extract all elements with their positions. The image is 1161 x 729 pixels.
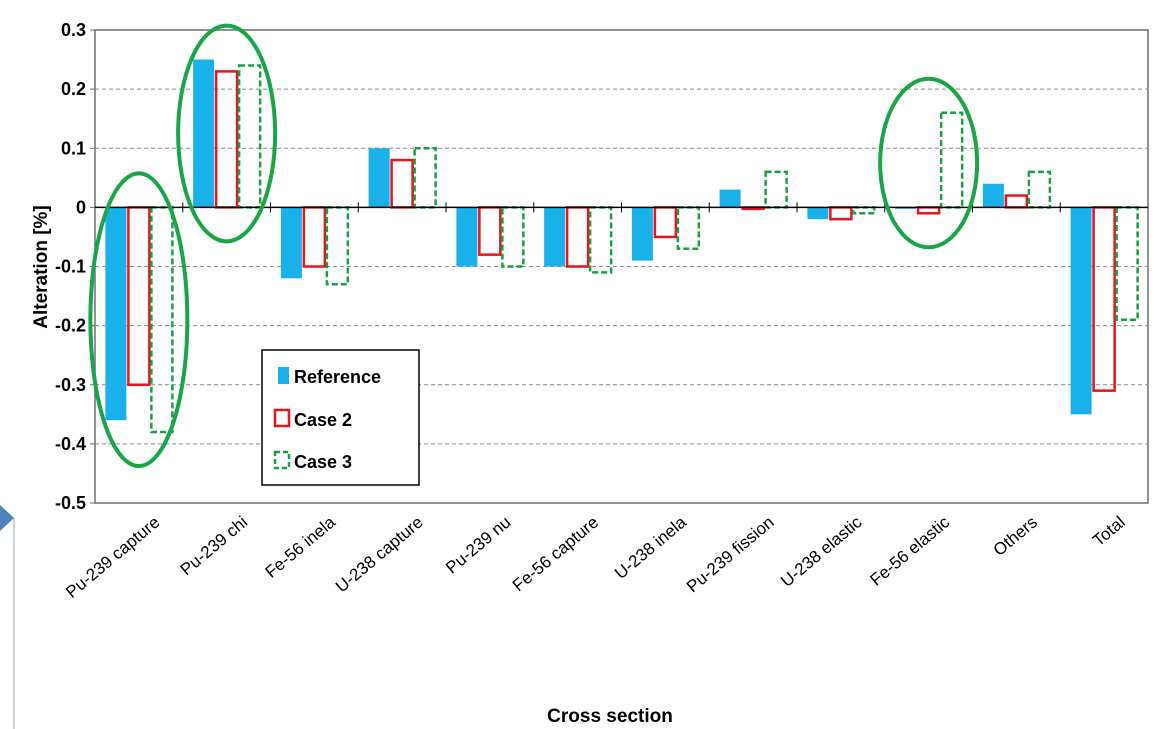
x-tick-label: Pu-239 nu <box>442 513 514 578</box>
bar-reference <box>456 207 478 267</box>
y-axis-title: Alteration [%] <box>31 205 52 329</box>
x-tick-label: Pu-239 fission <box>683 513 778 597</box>
legend-swatch-case-3 <box>273 450 291 470</box>
x-tick-label: Total <box>1089 513 1129 551</box>
bar-reference <box>631 207 653 261</box>
y-tick-label: -0.3 <box>55 375 86 395</box>
bar-reference <box>807 207 829 220</box>
x-tick-label: Pu-239 chi <box>177 513 251 580</box>
x-tick-label: Pu-239 capture <box>62 513 163 602</box>
bar-reference <box>105 207 127 421</box>
y-tick-label: 0.3 <box>61 20 86 40</box>
x-tick-label: Fe-56 inela <box>262 512 340 582</box>
legend-swatch-reference <box>278 367 289 384</box>
x-tick-label: U-238 inela <box>611 512 690 583</box>
x-tick-label: U-238 elastic <box>777 512 866 591</box>
x-tick-label: Others <box>990 513 1041 560</box>
highlight-ellipses <box>88 23 980 469</box>
highlight-ellipse <box>88 171 190 469</box>
x-axis-title: Cross section <box>547 706 673 727</box>
legend-label-case-3: Case 3 <box>294 452 352 472</box>
x-tick-label: U-238 capture <box>332 513 427 597</box>
x-tick-label: Fe-56 elastic <box>866 512 953 589</box>
legend: Reference Case 2 Case 3 <box>261 349 420 486</box>
bar-reference <box>193 59 215 208</box>
y-tick-label: 0.2 <box>61 79 86 99</box>
highlight-ellipse <box>878 76 980 250</box>
bar-reference <box>368 148 390 208</box>
y-tick-label: -0.2 <box>55 316 86 336</box>
highlight-ellipse <box>176 23 278 244</box>
bar-reference <box>719 189 741 208</box>
bar-reference <box>982 183 1004 208</box>
slide-arrow-icon <box>0 505 14 531</box>
x-tick-label: Fe-56 capture <box>509 513 602 596</box>
y-tick-label: -0.5 <box>55 493 86 513</box>
bar-reference <box>544 207 566 267</box>
y-tick-label: 0.1 <box>61 138 86 158</box>
y-axis-ticks: 0.3 0.2 0.1 0 -0.1 -0.2 -0.3 -0.4 -0.5 <box>55 20 95 513</box>
legend-label-reference: Reference <box>294 367 381 387</box>
bars <box>105 59 1139 434</box>
bar-reference <box>280 207 302 279</box>
y-tick-label: -0.4 <box>55 434 86 454</box>
y-tick-label: 0 <box>76 197 86 217</box>
legend-label-case-2: Case 2 <box>294 410 352 430</box>
legend-swatch-case-2 <box>273 408 291 428</box>
bar-reference <box>1070 207 1092 415</box>
y-tick-label: -0.1 <box>55 257 86 277</box>
